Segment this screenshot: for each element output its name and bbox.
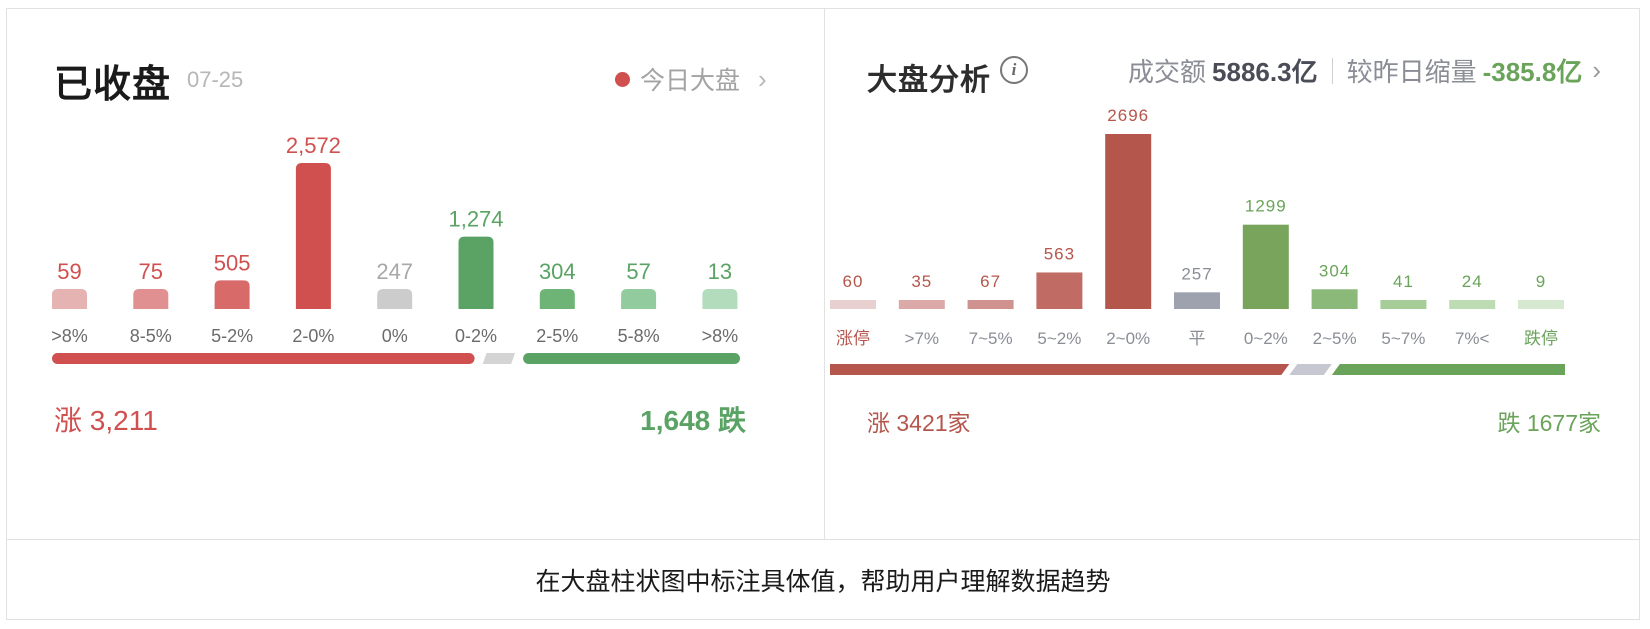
panel-divider <box>824 9 825 539</box>
bar-value-label: 41 <box>1393 272 1414 291</box>
bar-value-label: 2,572 <box>286 133 341 158</box>
category-label: 5-2% <box>211 326 253 346</box>
bar <box>52 289 87 309</box>
flat-ratio-segment <box>1289 364 1332 375</box>
bar <box>1036 272 1083 309</box>
category-label: 2-0% <box>292 326 334 346</box>
category-label: 2~0% <box>1106 329 1150 348</box>
bar <box>1105 134 1152 309</box>
bar <box>295 163 331 309</box>
category-label: 0~2% <box>1244 329 1288 348</box>
bar <box>1449 300 1496 309</box>
market-status-title: 已收盘 <box>54 64 172 106</box>
market-card: 已收盘 07-25 今日大盘 › 59 >8% 75 8-5% 505 5-2% 2,572… <box>6 8 1640 620</box>
category-label: >8% <box>51 326 88 346</box>
bar <box>898 300 945 309</box>
fall-ratio-segment <box>1331 364 1565 375</box>
bar-value-label: 247 <box>376 259 413 284</box>
bar-value-label: 13 <box>708 259 732 284</box>
category-label: 2~5% <box>1313 329 1357 348</box>
bar-value-label: 257 <box>1181 264 1212 283</box>
bar <box>1174 292 1220 309</box>
bar-value-label: 505 <box>214 250 251 275</box>
change-value: -385.8亿 <box>1482 57 1583 87</box>
flat-ratio-segment <box>482 353 516 364</box>
bar-value-label: 9 <box>1536 272 1546 291</box>
fall-count: 1,648 跌 <box>640 405 746 436</box>
category-label: 5~2% <box>1037 329 1081 348</box>
chevron-right-icon: › <box>1592 55 1601 85</box>
category-label: 0-2% <box>455 326 497 346</box>
bar <box>1242 224 1289 309</box>
bar-value-label: 57 <box>626 259 650 284</box>
bar <box>214 280 250 309</box>
category-label: >8% <box>702 326 739 346</box>
bar <box>1518 300 1564 309</box>
category-label: 平 <box>1189 329 1206 348</box>
bar-value-label: 304 <box>1319 261 1350 280</box>
category-label: 5~7% <box>1381 329 1425 348</box>
fall-ratio-segment <box>523 353 740 364</box>
category-label: >7% <box>905 329 940 348</box>
category-label: 跌停 <box>1524 329 1558 348</box>
bar <box>621 289 657 309</box>
bar <box>967 300 1014 309</box>
bar-value-label: 59 <box>57 259 81 284</box>
bar-value-label: 1299 <box>1245 197 1287 216</box>
category-label: 8-5% <box>130 326 172 346</box>
chevron-right-icon: › <box>758 63 767 94</box>
footer-caption: 在大盘柱状图中标注具体值，帮助用户理解数据趋势 <box>535 568 1111 596</box>
category-label: 5-8% <box>618 326 660 346</box>
rise-ratio-segment <box>830 364 1290 375</box>
bar-value-label: 75 <box>139 259 163 284</box>
rise-count: 涨 3,211 <box>54 405 158 436</box>
stats-separator <box>1331 57 1333 84</box>
category-label: 2-5% <box>536 326 578 346</box>
bar <box>458 236 494 309</box>
bar-value-label: 35 <box>911 272 932 291</box>
red-dot-icon <box>615 71 630 87</box>
bar-value-label: 2696 <box>1107 106 1149 125</box>
bar <box>377 289 413 309</box>
bar-value-label: 1,274 <box>448 207 503 232</box>
bar <box>702 289 738 309</box>
bar <box>133 289 169 309</box>
bar <box>539 289 575 309</box>
right-distribution-chart: 60 涨停 35 >7% 67 7~5% 563 5~2% 2696 2~0% 257 平 1299 0~… <box>830 106 1565 375</box>
turnover-stats[interactable]: 成交额 5886.3亿 较昨日缩量 -385.8亿 › <box>1128 52 1601 89</box>
category-label: 7~5% <box>969 329 1013 348</box>
left-distribution-chart: 59 >8% 75 8-5% 505 5-2% 2,572 2-0% 247 0% 1,274 0-2… <box>51 133 740 364</box>
bar-value-label: 24 <box>1462 272 1483 291</box>
bar-value-label: 304 <box>539 259 576 284</box>
bar <box>830 300 876 309</box>
category-label: 7%< <box>1455 329 1490 348</box>
category-label: 0% <box>382 326 408 346</box>
bar <box>1311 289 1358 309</box>
rise-company-count: 涨 3421家 <box>867 410 971 436</box>
rise-ratio-segment <box>52 353 475 364</box>
bar-value-label: 67 <box>980 272 1001 291</box>
volume-label: 成交额 <box>1128 57 1207 87</box>
today-market-label: 今日大盘 <box>640 67 741 95</box>
market-date: 07-25 <box>187 67 244 92</box>
info-icon[interactable]: i <box>1000 56 1028 84</box>
bar-value-label: 60 <box>843 272 864 291</box>
fall-company-count: 跌 1677家 <box>1497 410 1601 436</box>
change-label: 较昨日缩量 <box>1346 57 1477 87</box>
category-label: 涨停 <box>836 329 870 348</box>
today-market-link[interactable]: 今日大盘 › <box>615 61 767 97</box>
footer-divider <box>7 539 1639 540</box>
volume-value: 5886.3亿 <box>1212 57 1318 87</box>
bar-value-label: 563 <box>1044 244 1075 263</box>
bar <box>1380 300 1427 309</box>
market-analysis-title: 大盘分析 <box>867 64 991 97</box>
